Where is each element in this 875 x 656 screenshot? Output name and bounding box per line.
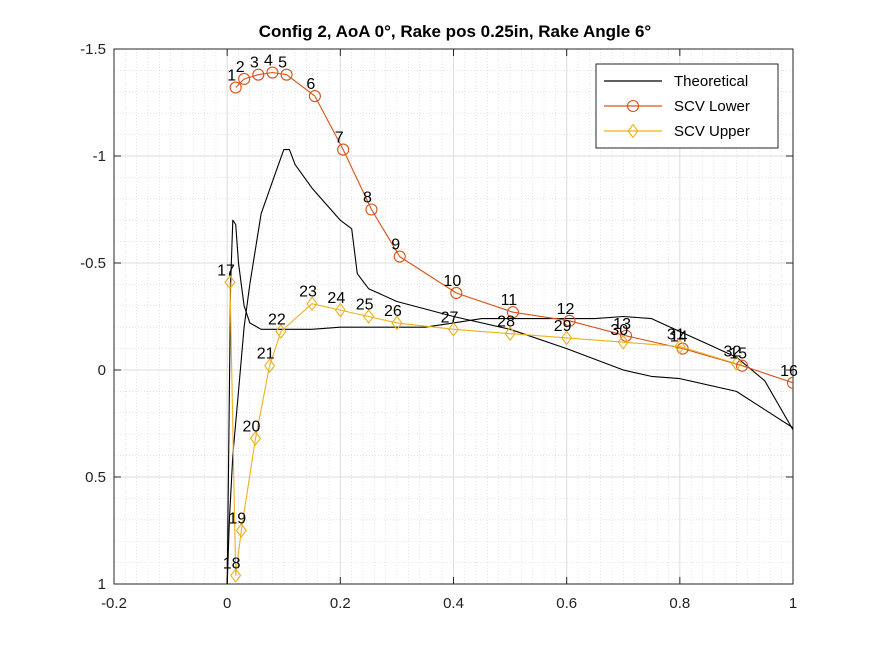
- scv-lower-point: [786, 376, 793, 389]
- scv-upper-line: [229, 282, 737, 576]
- scv-lower-point: [506, 306, 519, 319]
- scv-lower-point: [563, 314, 576, 327]
- scv-upper-point: [674, 339, 686, 354]
- legend-label-scv-upper: SCV Upper: [674, 123, 750, 140]
- point-number-label: 4: [264, 53, 273, 70]
- x-tick-label: 0.2: [330, 595, 351, 612]
- scv-upper-point: [235, 523, 247, 538]
- point-number-label: 10: [443, 273, 461, 290]
- point-number-label: 16: [780, 363, 798, 380]
- point-number-label: 25: [356, 297, 374, 314]
- point-number-label: 27: [441, 309, 459, 326]
- scv-upper-point: [224, 274, 236, 290]
- point-number-label: 28: [497, 314, 515, 331]
- y-tick-label: 0.5: [85, 469, 106, 486]
- point-number-label: 8: [363, 190, 372, 207]
- point-number-label: 11: [501, 292, 518, 309]
- scv-lower-point: [229, 81, 242, 94]
- scv-lower-point: [365, 203, 378, 216]
- point-number-label: 32: [724, 344, 742, 361]
- scv-upper-point: [447, 321, 460, 337]
- y-tick-label: -0.5: [80, 255, 106, 272]
- y-tick-label: 1: [98, 576, 106, 593]
- scv-lower-point: [308, 90, 321, 103]
- legend-label-theoretical: Theoretical: [674, 73, 748, 90]
- x-tick-label: 0.4: [443, 595, 464, 612]
- scv-upper-point: [363, 309, 375, 324]
- chart-title: Config 2, AoA 0°, Rake pos 0.25in, Rake …: [259, 22, 652, 41]
- point-number-label: 17: [217, 262, 235, 279]
- point-number-label: 5: [278, 55, 287, 72]
- scv-upper-point: [730, 356, 742, 371]
- scv-upper-point: [561, 330, 573, 346]
- point-number-label: 26: [384, 303, 402, 320]
- scv-upper-point: [249, 431, 262, 446]
- point-number-label: 15: [729, 346, 747, 363]
- scv-upper-point: [306, 296, 318, 312]
- scv-upper-point: [334, 302, 346, 318]
- scv-upper-point: [264, 358, 276, 374]
- scv-lower-point: [337, 143, 350, 156]
- point-number-label: 22: [268, 311, 286, 328]
- scv-upper-point: [617, 334, 629, 350]
- scv-lower-point: [266, 66, 279, 79]
- point-number-label: 6: [306, 76, 315, 93]
- point-number-label: 23: [299, 284, 317, 301]
- scv-lower-point: [238, 72, 251, 86]
- scv-upper-point: [275, 324, 287, 339]
- scv-lower-point: [620, 329, 633, 342]
- point-number-label: 18: [223, 555, 241, 572]
- legend-marker-scv-lower: [626, 99, 640, 113]
- scv-lower-point: [252, 68, 265, 81]
- point-number-label: 1: [227, 68, 236, 85]
- theoretical-line: [226, 219, 793, 584]
- point-number-label: 3: [250, 55, 259, 72]
- point-number-label: 24: [327, 290, 345, 307]
- scv-upper-point: [230, 568, 242, 583]
- scv-upper-point: [504, 326, 516, 342]
- theoretical-line: [226, 149, 793, 584]
- point-number-label: 21: [257, 346, 275, 363]
- legend-marker-scv-upper: [627, 123, 639, 139]
- point-number-label: 7: [335, 130, 344, 147]
- scv-lower-point: [450, 286, 463, 300]
- point-number-label: 9: [391, 237, 400, 254]
- scv-lower-point: [736, 359, 749, 372]
- y-tick-label: -1: [93, 148, 106, 165]
- x-tick-label: 0: [223, 595, 231, 612]
- y-tick-label: -1.5: [80, 41, 106, 58]
- point-number-label: 30: [610, 322, 628, 339]
- point-number-label: 29: [554, 318, 572, 335]
- scv-lower-point: [393, 250, 406, 263]
- series-layer: [224, 66, 793, 584]
- point-number-label: 13: [613, 316, 631, 333]
- point-number-label: 14: [670, 329, 688, 346]
- point-number-label: 20: [243, 418, 261, 435]
- legend-label-scv-lower: SCV Lower: [674, 98, 750, 115]
- point-number-label: 2: [236, 59, 245, 76]
- point-number-label: 12: [557, 301, 575, 318]
- scv-lower-line: [235, 71, 793, 384]
- point-number-label: 31: [667, 326, 685, 343]
- scv-upper-point: [391, 315, 403, 331]
- x-tick-label: 1: [789, 595, 797, 612]
- point-number-label: 19: [228, 511, 246, 528]
- x-tick-label: 0.8: [669, 595, 690, 612]
- x-tick-label: 0.6: [556, 595, 577, 612]
- x-tick-label: -0.2: [101, 595, 127, 612]
- scv-lower-point: [280, 68, 293, 81]
- y-tick-label: 0: [98, 362, 106, 379]
